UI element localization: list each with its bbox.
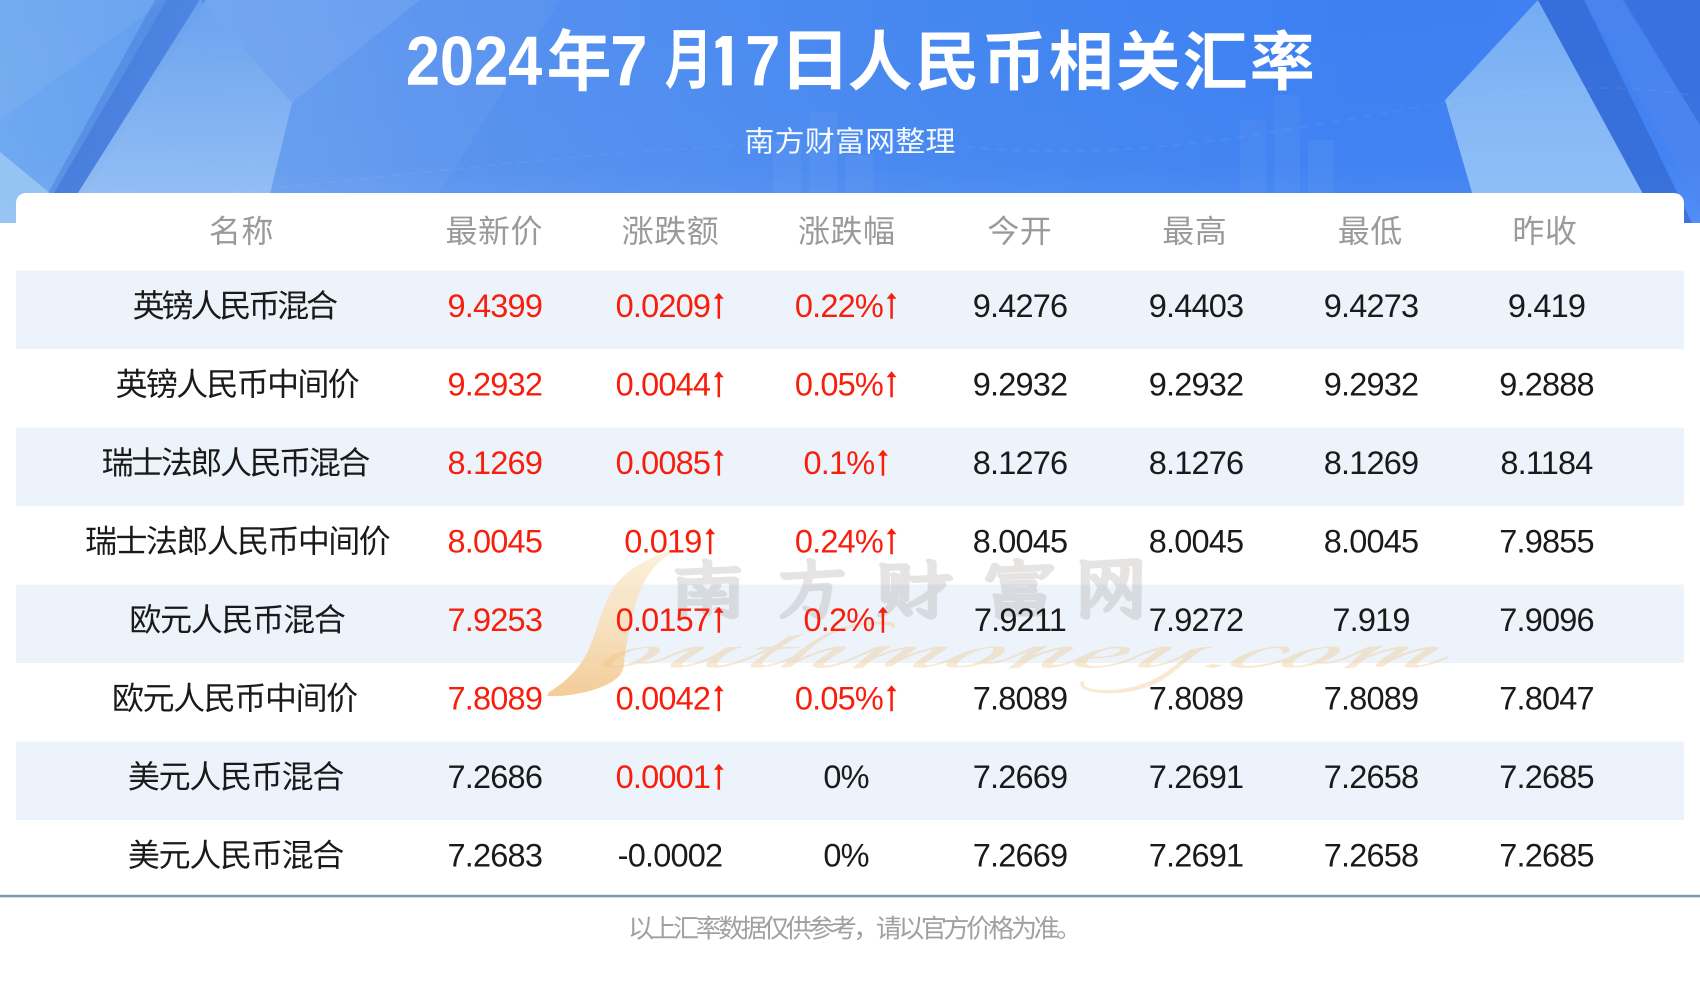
- svg-text:7.9272: 7.9272: [1149, 602, 1244, 638]
- svg-text:9.2932: 9.2932: [1324, 367, 1419, 403]
- svg-text:0.0085: 0.0085: [616, 445, 711, 481]
- svg-text:0.0044: 0.0044: [616, 367, 711, 403]
- svg-text:8.0045: 8.0045: [1149, 524, 1244, 560]
- svg-text:7.9211: 7.9211: [974, 602, 1066, 638]
- svg-text:7.2685: 7.2685: [1499, 838, 1594, 874]
- svg-text:0.2%: 0.2%: [803, 602, 874, 638]
- svg-text:7.8089: 7.8089: [1149, 681, 1244, 717]
- svg-text:8.1269: 8.1269: [1324, 445, 1419, 481]
- svg-text:8.1269: 8.1269: [447, 445, 542, 481]
- svg-text:8.0045: 8.0045: [973, 524, 1068, 560]
- svg-text:0.0042: 0.0042: [616, 681, 711, 717]
- svg-text:0%: 0%: [823, 838, 868, 874]
- svg-text:0.1%: 0.1%: [803, 445, 874, 481]
- svg-text:0.019: 0.019: [624, 524, 701, 560]
- svg-text:0.24%: 0.24%: [795, 524, 883, 560]
- svg-text:7.9253: 7.9253: [447, 602, 542, 638]
- svg-text:7.8089: 7.8089: [447, 681, 542, 717]
- svg-text:0.05%: 0.05%: [795, 367, 883, 403]
- svg-text:0%: 0%: [823, 759, 868, 795]
- svg-text:9.2888: 9.2888: [1499, 367, 1594, 403]
- svg-text:0.0157: 0.0157: [616, 602, 711, 638]
- svg-text:8.1184: 8.1184: [1500, 445, 1593, 481]
- svg-text:9.2932: 9.2932: [973, 367, 1068, 403]
- svg-text:7.8089: 7.8089: [1324, 681, 1419, 717]
- svg-text:7.8047: 7.8047: [1499, 681, 1594, 717]
- svg-text:0.05%: 0.05%: [795, 681, 883, 717]
- svg-text:7.8089: 7.8089: [973, 681, 1068, 717]
- svg-text:0.22%: 0.22%: [795, 288, 883, 324]
- svg-text:7.919: 7.919: [1332, 602, 1409, 638]
- svg-text:9.4403: 9.4403: [1149, 288, 1244, 324]
- svg-text:7.2658: 7.2658: [1324, 838, 1419, 874]
- svg-text:7.2669: 7.2669: [973, 838, 1068, 874]
- svg-text:7.2686: 7.2686: [447, 759, 542, 795]
- svg-text:9.2932: 9.2932: [447, 367, 542, 403]
- svg-text:9.419: 9.419: [1508, 288, 1585, 324]
- svg-text:7.2669: 7.2669: [973, 759, 1068, 795]
- svg-text:0.0001: 0.0001: [616, 759, 711, 795]
- svg-text:9.4399: 9.4399: [447, 288, 542, 324]
- svg-text:7.9855: 7.9855: [1499, 524, 1594, 560]
- svg-text:7.2658: 7.2658: [1324, 759, 1419, 795]
- svg-text:0.0209: 0.0209: [616, 288, 711, 324]
- svg-text:7.2685: 7.2685: [1499, 759, 1594, 795]
- svg-text:7.2691: 7.2691: [1149, 838, 1244, 874]
- svg-text:-0.0002: -0.0002: [618, 838, 723, 874]
- svg-text:9.2932: 9.2932: [1149, 367, 1244, 403]
- svg-text:8.0045: 8.0045: [447, 524, 542, 560]
- svg-text:8.1276: 8.1276: [973, 445, 1068, 481]
- svg-text:9.4273: 9.4273: [1324, 288, 1419, 324]
- svg-text:8.0045: 8.0045: [1324, 524, 1419, 560]
- svg-text:9.4276: 9.4276: [973, 288, 1068, 324]
- svg-text:7.9096: 7.9096: [1499, 602, 1594, 638]
- svg-text:8.1276: 8.1276: [1149, 445, 1244, 481]
- svg-text:7.2691: 7.2691: [1149, 759, 1244, 795]
- svg-text:7.2683: 7.2683: [447, 838, 542, 874]
